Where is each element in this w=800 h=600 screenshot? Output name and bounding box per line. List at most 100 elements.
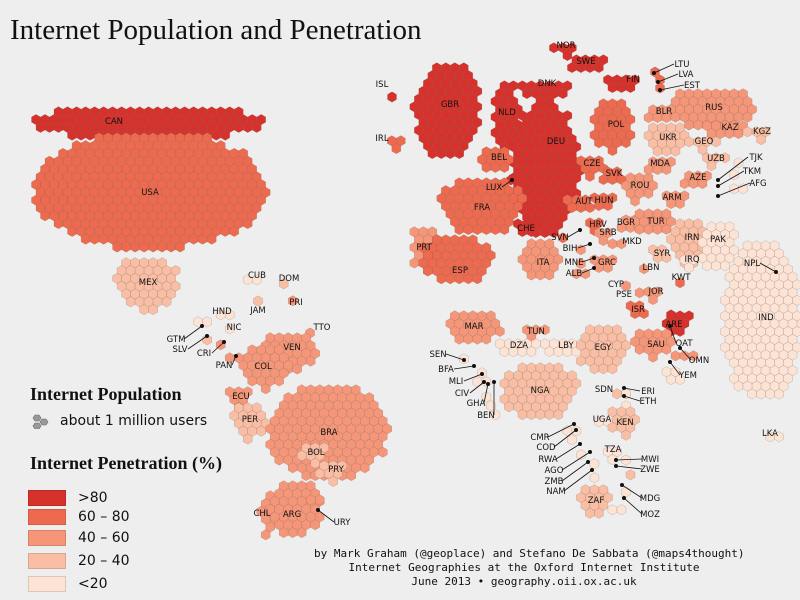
country-region-bol: [296, 442, 329, 469]
country-region-usa: [31, 132, 271, 253]
country-label-kwt: KWT: [672, 273, 692, 283]
leader-dot: [472, 364, 476, 368]
credit-institute: Internet Geographies at the Oxford Inter…: [348, 561, 700, 574]
country-label-slv: SLV: [172, 345, 187, 355]
leader-line: [563, 469, 593, 492]
hex-cell: [720, 152, 730, 164]
leader-dot: [234, 354, 238, 358]
hex-cell: [175, 241, 185, 253]
country-label-svk: SVK: [606, 169, 623, 179]
country-region-cze: [576, 155, 609, 182]
country-label-dza: DZA: [510, 341, 528, 351]
legend-swatch: [28, 490, 66, 506]
leader-dot: [614, 464, 618, 468]
country-region-zaf: [576, 484, 613, 519]
leader-dot: [652, 71, 656, 75]
hex-cell: [616, 504, 627, 516]
country-region-fra: [436, 177, 528, 236]
legend-bin-label: 60 – 80: [78, 509, 130, 525]
hex-cell: [670, 145, 681, 157]
hex-cell: [436, 148, 447, 160]
hex-cell: [287, 295, 298, 307]
hex-cell: [675, 277, 685, 289]
hex-cell: [585, 507, 595, 519]
country-label-bol: BOL: [307, 448, 324, 458]
country-region-arg: [265, 480, 325, 539]
leader-dot: [222, 340, 226, 344]
country-region-bih: [576, 244, 586, 256]
hex-cell: [621, 486, 631, 498]
hex-cell: [391, 143, 402, 155]
hex-cell: [634, 223, 645, 235]
country-label-svn: SVN: [551, 233, 569, 243]
country-label-prt: PRT: [416, 243, 432, 253]
hex-cell: [292, 363, 302, 375]
country-region-ken: [607, 406, 640, 441]
hex-cell: [166, 241, 176, 253]
hex-cell: [729, 183, 739, 195]
country-label-per: PER: [242, 415, 258, 425]
country-region-mex: [112, 257, 181, 316]
hex-cell: [648, 351, 658, 363]
hex-cell: [747, 388, 757, 400]
hex-cell: [301, 470, 311, 482]
legend-swatch: [28, 530, 66, 546]
country-label-kgz: KGZ: [753, 127, 771, 137]
country-label-nld: NLD: [498, 108, 516, 118]
country-label-lux: LUX: [486, 183, 503, 193]
leader-line: [187, 335, 208, 350]
hex-cell: [526, 346, 537, 358]
leader-line: [553, 429, 577, 448]
hex-cell: [387, 91, 397, 103]
country-label-ecu: ECU: [232, 392, 250, 402]
country-region-rus: [666, 88, 757, 131]
country-region-esp: [418, 234, 496, 285]
leader-line: [615, 458, 643, 461]
hex-cell: [607, 82, 618, 94]
hex-cell: [603, 200, 613, 212]
hex-cell: [454, 333, 465, 345]
hex-cell: [607, 454, 618, 466]
country-region-srb: [594, 227, 613, 247]
leader-line: [555, 443, 581, 460]
leader-line: [717, 156, 749, 181]
leader-dot: [590, 468, 594, 472]
country-label-ben: BEN: [477, 411, 495, 421]
country-label-cyp: CYP: [608, 280, 624, 290]
country-label-rou: ROU: [631, 181, 650, 191]
hex-cell: [139, 241, 149, 253]
hex-cell: [535, 269, 546, 281]
hex-cell: [53, 121, 64, 133]
country-label-irq: IRQ: [684, 255, 699, 265]
hex-cell: [463, 224, 474, 236]
hex-cell: [53, 218, 64, 230]
country-label-mdg: MDG: [640, 494, 660, 504]
country-region-irq: [679, 254, 699, 274]
leader-dot: [592, 266, 596, 270]
hex-cell: [666, 374, 676, 386]
country-label-ago: AGO: [545, 466, 564, 476]
hex-cell: [607, 145, 618, 157]
hex-cell: [742, 111, 753, 123]
hex-cell: [305, 355, 316, 367]
country-region-rwa: [576, 449, 586, 461]
leader-line: [653, 63, 675, 74]
hex-cell: [274, 375, 284, 387]
legend-bin-label: 20 – 40: [78, 553, 130, 569]
leader-dot: [678, 346, 682, 350]
country-region-mdg: [621, 486, 631, 498]
country-region-egy: [576, 324, 631, 375]
hex-cell: [454, 224, 465, 236]
leader-line: [561, 451, 591, 471]
country-region-afg: [729, 183, 748, 195]
hex-cell: [616, 82, 627, 94]
country-label-sdn: SDN: [595, 385, 613, 395]
leader-line: [621, 484, 643, 499]
leader-dot: [200, 324, 204, 328]
hex-cell: [314, 494, 325, 506]
hex-cell: [630, 195, 640, 207]
country-label-bgr: BGR: [617, 218, 635, 228]
hex-cell: [314, 468, 325, 480]
